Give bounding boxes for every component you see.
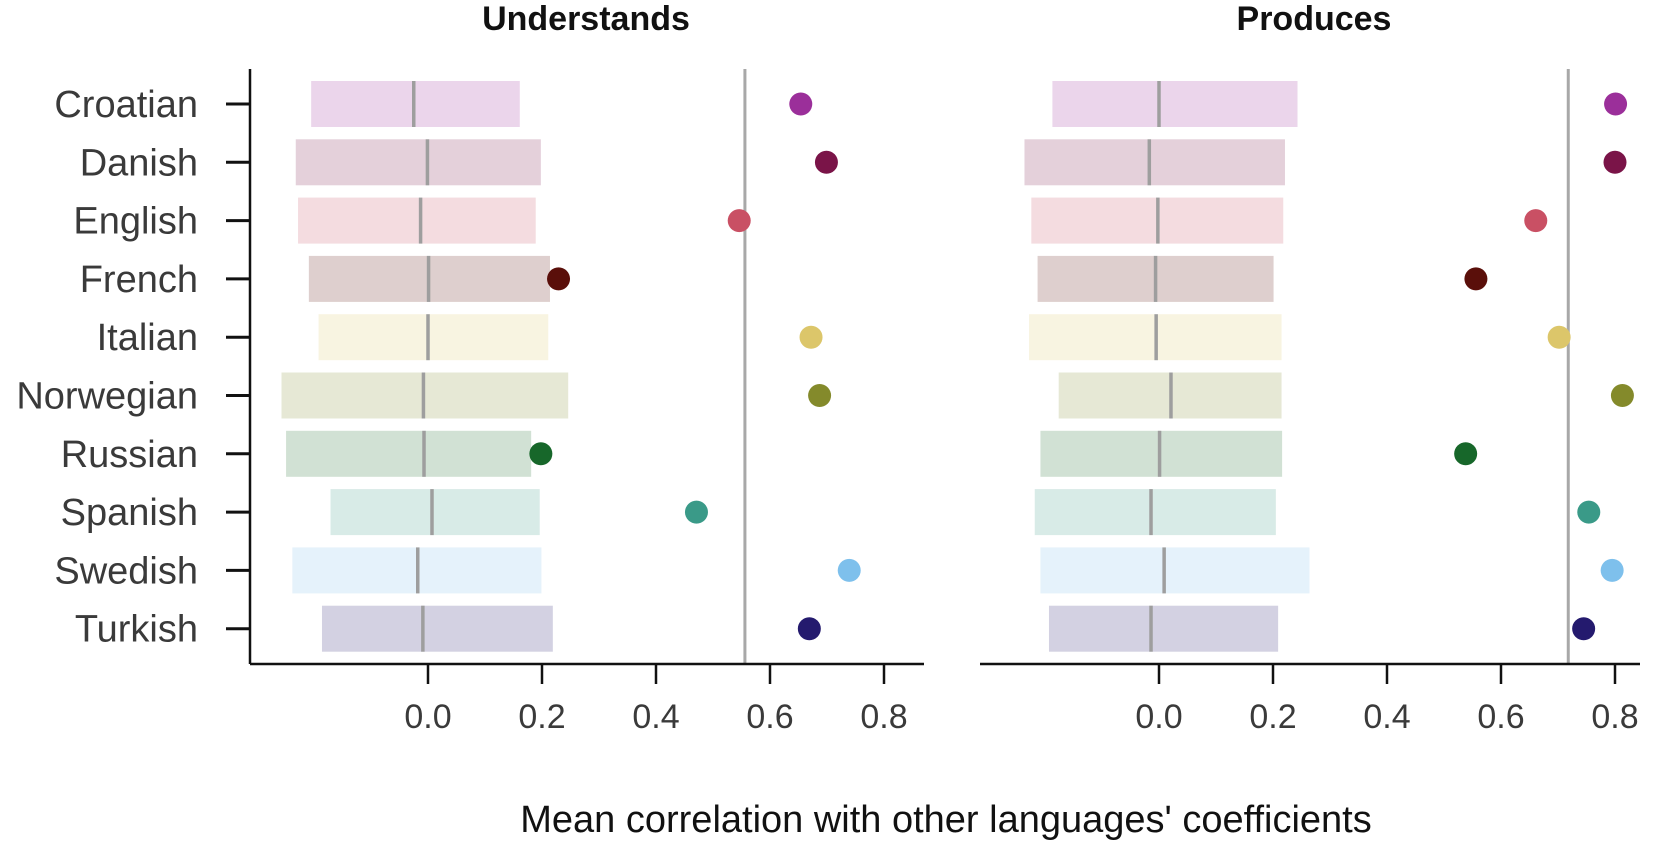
- understands-x-tick-label-4: 0.8: [860, 698, 907, 736]
- understands-x-tick-label-1: 0.2: [518, 698, 565, 736]
- category-label-english: English: [73, 201, 198, 243]
- produces-point-swedish: [1600, 558, 1624, 582]
- produces-point-italian: [1547, 325, 1571, 349]
- understands-interval-spanish: [330, 489, 540, 536]
- understands-point-spanish: [684, 500, 708, 524]
- category-label-norwegian: Norwegian: [16, 376, 198, 418]
- category-label-italian: Italian: [97, 317, 198, 359]
- category-label-swedish: Swedish: [54, 550, 198, 592]
- produces-x-tick-label-3: 0.6: [1477, 698, 1524, 736]
- understands-interval-italian: [318, 314, 549, 361]
- produces-x-tick-label-1: 0.2: [1249, 698, 1296, 736]
- panel-understands: Understands 0.0 0.2 0.4 0.6 0.8: [250, 0, 924, 736]
- understands-x-tick-label-0: 0.0: [404, 698, 451, 736]
- understands-interval-danish: [295, 139, 541, 186]
- produces-point-danish: [1603, 150, 1627, 174]
- understands-x-tick-label-2: 0.4: [632, 698, 679, 736]
- produces-interval-danish: [1024, 139, 1285, 186]
- understands-point-norwegian: [808, 384, 832, 407]
- produces-interval-spanish: [1034, 489, 1276, 536]
- produces-point-turkish: [1572, 617, 1596, 641]
- x-axis-title: Mean correlation with other languages' c…: [520, 799, 1372, 841]
- understands-point-english: [727, 209, 751, 233]
- understands-point-croatian: [789, 92, 813, 116]
- understands-point-turkish: [797, 617, 821, 641]
- produces-interval-swedish: [1040, 547, 1310, 594]
- produces-interval-croatian: [1052, 81, 1298, 127]
- produces-point-norwegian: [1610, 384, 1634, 407]
- understands-interval-english: [298, 197, 536, 244]
- panel-title-produces: Produces: [1237, 0, 1392, 38]
- produces-point-croatian: [1604, 92, 1628, 116]
- category-label-spanish: Spanish: [61, 492, 198, 534]
- understands-x-tick-label-3: 0.6: [746, 698, 793, 736]
- panel-title-understands: Understands: [482, 0, 690, 38]
- understands-point-french: [547, 267, 571, 291]
- y-axis: Croatian Danish English French Italian Norweg…: [16, 69, 252, 664]
- category-label-croatian: Croatian: [54, 84, 198, 126]
- understands-point-danish: [814, 150, 838, 174]
- produces-x-tick-label-2: 0.4: [1363, 698, 1410, 736]
- understands-point-swedish: [837, 558, 861, 582]
- category-label-danish: Danish: [80, 142, 198, 184]
- understands-point-italian: [799, 325, 823, 349]
- understands-interval-russian: [286, 430, 532, 477]
- produces-point-russian: [1454, 442, 1478, 466]
- produces-point-spanish: [1577, 500, 1601, 524]
- produces-interval-turkish: [1048, 605, 1279, 652]
- produces-x-tick-label-4: 0.8: [1591, 698, 1638, 736]
- produces-point-french: [1464, 267, 1488, 291]
- category-label-turkish: Turkish: [75, 609, 198, 651]
- produces-x-tick-label-0: 0.0: [1135, 698, 1182, 736]
- category-label-french: French: [80, 259, 198, 301]
- produces-point-english: [1524, 209, 1548, 233]
- understands-interval-turkish: [321, 605, 553, 652]
- understands-point-russian: [529, 442, 553, 466]
- category-label-russian: Russian: [61, 434, 198, 476]
- panel-produces: Produces 0.0 0.2 0.4 0.6 0.8: [980, 0, 1640, 736]
